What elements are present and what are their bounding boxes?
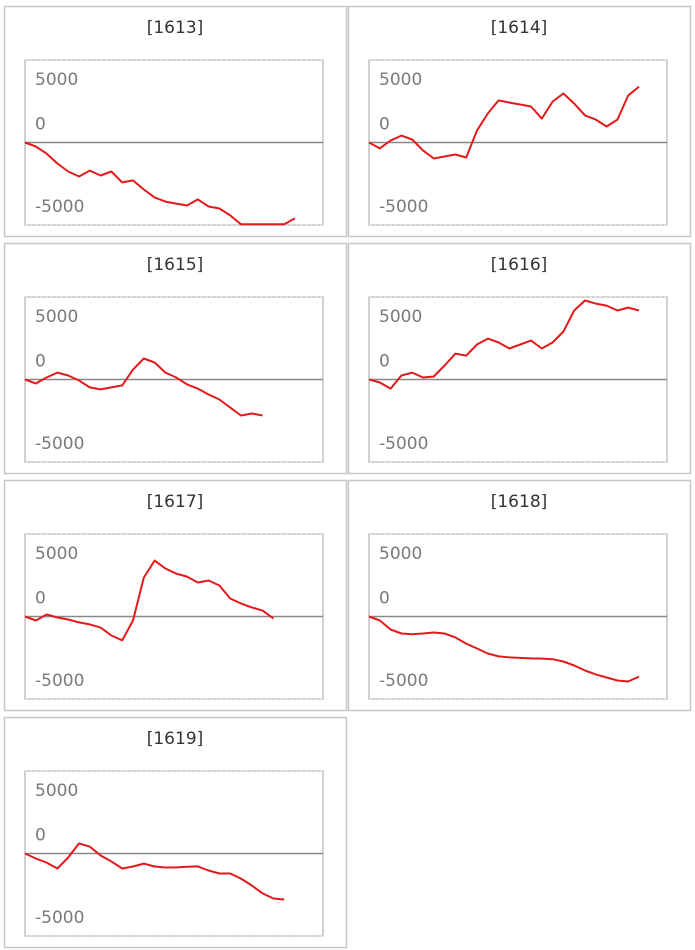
data-line [24, 357, 263, 417]
y-tick-label: 0 [35, 352, 46, 372]
y-tick-label: -5000 [35, 908, 84, 928]
y-tick-label: -5000 [379, 197, 428, 217]
y-tick-label: -5000 [379, 671, 428, 691]
y-tick-label: 0 [35, 589, 46, 609]
chart-title: [1617] [147, 492, 204, 512]
y-tick-label: 5000 [379, 307, 422, 327]
chart-title: [1613] [147, 18, 204, 38]
chart-title: [1616] [491, 255, 548, 275]
y-tick-label: 0 [379, 352, 390, 372]
chart-panel: [1615] -5000 0 5000 [3, 242, 348, 475]
y-tick-label: -5000 [35, 671, 84, 691]
y-tick-label: 0 [35, 826, 46, 846]
data-line [24, 559, 274, 642]
chart-title: [1615] [147, 255, 204, 275]
chart-panel: [1614] -5000 0 5000 [347, 5, 692, 238]
data-line [24, 842, 285, 901]
y-tick-label: -5000 [35, 197, 84, 217]
y-tick-label: 0 [379, 589, 390, 609]
y-tick-label: 5000 [379, 544, 422, 564]
data-line [24, 141, 296, 226]
chart-panel: [1619] -5000 0 5000 [3, 716, 348, 949]
chart-title: [1614] [491, 18, 548, 38]
y-tick-label: 0 [35, 115, 46, 135]
y-tick-label: -5000 [35, 434, 84, 454]
chart-panel: [1616] -5000 0 5000 [347, 242, 692, 475]
chart-panel: [1613] -5000 0 5000 [3, 5, 348, 238]
chart-title: [1619] [147, 729, 204, 749]
y-tick-label: 5000 [35, 781, 78, 801]
chart-panel: [1617] -5000 0 5000 [3, 479, 348, 712]
chart-title: [1618] [491, 492, 548, 512]
data-line [368, 85, 640, 160]
y-tick-label: -5000 [379, 434, 428, 454]
chart-panel: [1618] -5000 0 5000 [347, 479, 692, 712]
y-tick-label: 5000 [35, 544, 78, 564]
y-tick-label: 5000 [379, 70, 422, 90]
data-line [368, 299, 640, 390]
data-line [368, 615, 640, 683]
y-tick-label: 5000 [35, 307, 78, 327]
y-tick-label: 0 [379, 115, 390, 135]
y-tick-label: 5000 [35, 70, 78, 90]
